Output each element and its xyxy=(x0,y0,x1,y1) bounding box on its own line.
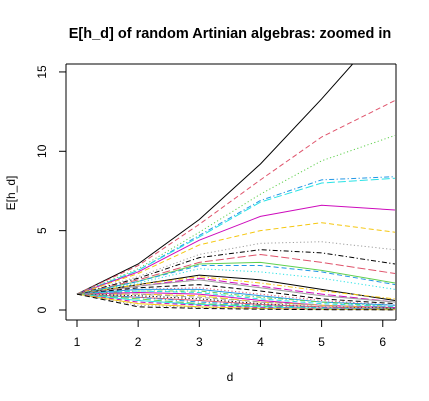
series-line-28 xyxy=(76,293,396,310)
series-layer xyxy=(76,64,396,311)
series-line-1 xyxy=(76,64,354,295)
series-line-7 xyxy=(76,222,396,295)
series-line-17 xyxy=(76,279,396,303)
x-tick-label: 2 xyxy=(135,335,142,349)
y-tick-label: 15 xyxy=(35,65,49,79)
x-tick-label: 3 xyxy=(196,335,203,349)
series-line-4 xyxy=(76,176,396,295)
y-tick-label: 5 xyxy=(35,227,49,234)
series-line-25 xyxy=(77,293,396,309)
series-line-9 xyxy=(76,249,396,295)
x-tick-label: 5 xyxy=(318,335,325,349)
series-line-6 xyxy=(76,204,396,295)
y-axis-label: E[h_d] xyxy=(4,176,18,211)
x-axis-label: d xyxy=(227,370,234,384)
x-tick-label: 6 xyxy=(379,335,386,349)
series-line-15 xyxy=(76,276,396,300)
series-line-5 xyxy=(76,177,396,295)
x-tick-label: 1 xyxy=(74,335,81,349)
series-line-3 xyxy=(76,134,396,295)
series-line-22 xyxy=(76,290,396,308)
series-line-26 xyxy=(76,293,396,309)
series-line-13 xyxy=(76,268,396,295)
series-line-12 xyxy=(76,265,396,295)
plot-area: 1 2 3 4 5 6 0 5 10 15 xyxy=(35,63,397,349)
y-tick-label: 0 xyxy=(35,306,49,313)
y-tick-label: 10 xyxy=(35,144,49,158)
series-line-10 xyxy=(76,253,396,295)
series-line-34 xyxy=(76,293,396,311)
axes-layer: 1 2 3 4 5 6 0 5 10 15 xyxy=(35,63,397,349)
x-tick-label: 4 xyxy=(257,335,264,349)
chart-title: E[h_d] of random Artinian algebras: zoom… xyxy=(69,26,392,42)
series-line-18 xyxy=(76,284,396,305)
series-line-2 xyxy=(76,100,396,295)
